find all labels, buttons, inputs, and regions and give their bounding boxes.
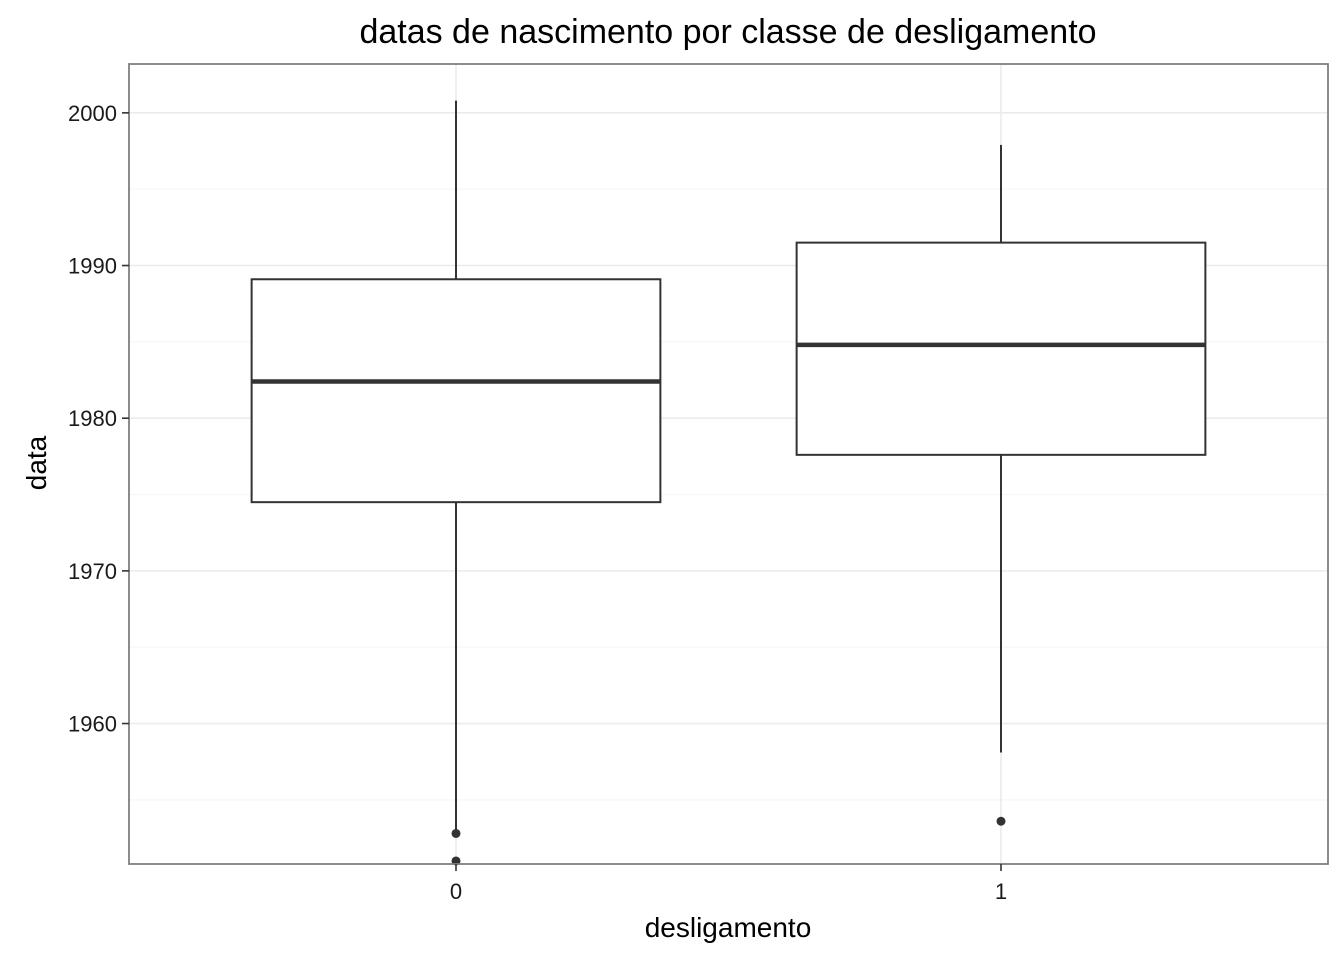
axes-layer: 1960 1970 1980 1990 2000 0 1 <box>68 63 1329 904</box>
y-axis-title: data <box>21 435 52 490</box>
x-axis-title: desligamento <box>645 912 812 943</box>
y-tick-label: 1980 <box>68 406 117 431</box>
box-iqr <box>795 241 1207 456</box>
chart-title: datas de nascimento por classe de deslig… <box>359 13 1096 51</box>
plot-panel-border <box>128 63 1329 865</box>
x-tick-label: 0 <box>450 879 462 904</box>
outlier-point <box>451 828 461 838</box>
y-tick-label: 2000 <box>68 101 117 126</box>
y-tick-label: 1960 <box>68 712 117 737</box>
y-tick-label: 1990 <box>68 254 117 279</box>
boxes-layer <box>250 100 1207 866</box>
box-iqr <box>250 278 662 504</box>
x-tick-label: 1 <box>995 879 1007 904</box>
y-tick-label: 1970 <box>68 559 117 584</box>
outlier-point <box>996 816 1006 826</box>
